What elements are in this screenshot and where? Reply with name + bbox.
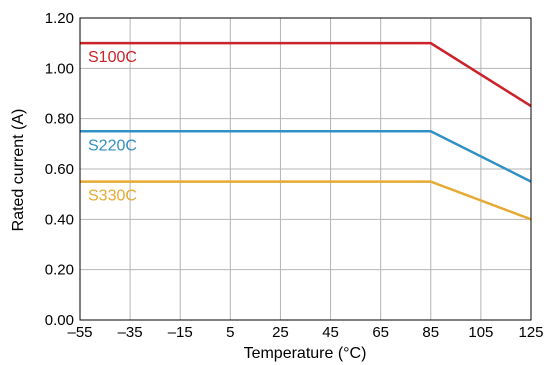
y-tick-label: 0.60 <box>45 161 74 178</box>
grid-layer <box>80 18 531 320</box>
series-label-s330c: S330C <box>88 188 137 205</box>
x-tick-label: –55 <box>67 324 92 341</box>
series-line-s330c <box>80 180 532 221</box>
y-axis-title: Rated current (A) <box>10 109 27 232</box>
y-tick-label: 0.80 <box>45 111 74 128</box>
x-tick-label: 85 <box>422 324 439 341</box>
series-label-s100c: S100C <box>88 49 137 66</box>
series-label-s220c: S220C <box>88 137 137 154</box>
series-line-s100c <box>80 41 532 108</box>
x-tick-label: 65 <box>372 324 389 341</box>
x-tick-label: 105 <box>468 324 493 341</box>
frame-layer <box>79 17 532 321</box>
x-tick-label: 45 <box>322 324 339 341</box>
x-tick-label: –15 <box>168 324 193 341</box>
series-label-layer: S100C S220C S330C <box>88 49 137 204</box>
series-layer <box>80 41 532 221</box>
y-tick-label: 1.00 <box>45 60 74 77</box>
plot-frame <box>79 17 532 321</box>
y-tick-label: 0.40 <box>45 211 74 228</box>
x-tick-label: 5 <box>226 324 234 341</box>
tick-label-layer: –55 –35 –15 5 25 45 65 85 105 125 0.00 0.20 0.40 0.60… <box>45 10 544 341</box>
x-tick-label: –35 <box>118 324 143 341</box>
x-tick-label: 125 <box>518 324 543 341</box>
y-tick-label: 0.00 <box>45 312 74 329</box>
x-tick-label: 25 <box>272 324 289 341</box>
y-tick-label: 1.20 <box>45 10 74 27</box>
x-axis-title: Temperature (°C) <box>244 345 367 362</box>
series-line-s220c <box>80 130 532 183</box>
y-tick-label: 0.20 <box>45 262 74 279</box>
